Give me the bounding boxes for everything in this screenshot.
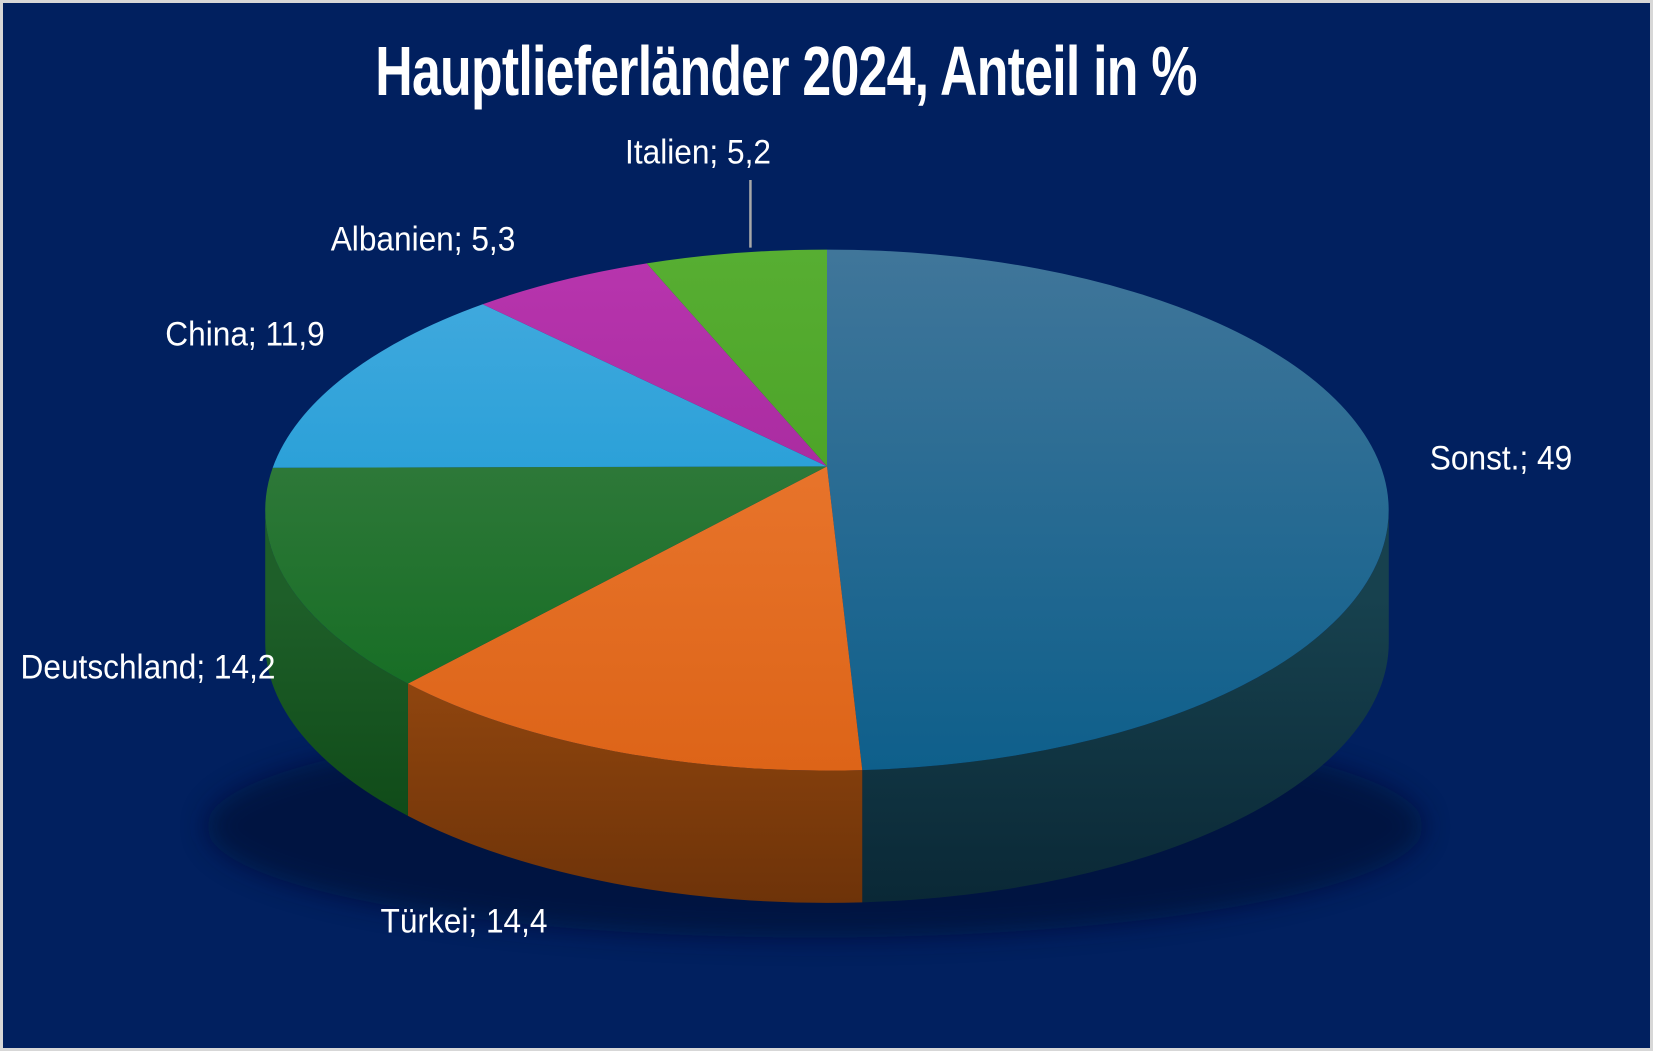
pie-label-deutschland: Deutschland; 14,2 — [20, 648, 276, 687]
pie-slice-side-tuerkei[interactable] — [407, 683, 863, 903]
pie-slice-sonst[interactable] — [826, 249, 1389, 771]
pie-slice-side-deutschland[interactable] — [265, 510, 408, 816]
pie-slice-albanien[interactable] — [482, 263, 827, 467]
data-labels-layer: Sonst.; 49 Türkei; 14,4 Deutschland; 14,2 C… — [3, 3, 1650, 1048]
pie-label-albanien: Albanien; 5,3 — [330, 220, 516, 259]
pie-slice-deutschland[interactable] — [265, 466, 827, 684]
pie-label-china: China; 11,9 — [165, 315, 325, 354]
chart-title: Hauptlieferländer 2024, Anteil in % — [375, 32, 1197, 110]
pie-chart-3d — [206, 179, 1424, 938]
pie-slice-side-sonst[interactable] — [862, 510, 1389, 903]
pie-label-sonst: Sonst.; 49 — [1429, 439, 1573, 478]
pie-slice-china[interactable] — [272, 304, 827, 468]
pie-slice-tuerkei[interactable] — [407, 466, 863, 771]
pie-slice-italien[interactable] — [646, 249, 827, 467]
pie-label-tuerkei: Türkei; 14,4 — [380, 902, 548, 941]
pie-label-italien: Italien; 5,2 — [625, 133, 771, 172]
